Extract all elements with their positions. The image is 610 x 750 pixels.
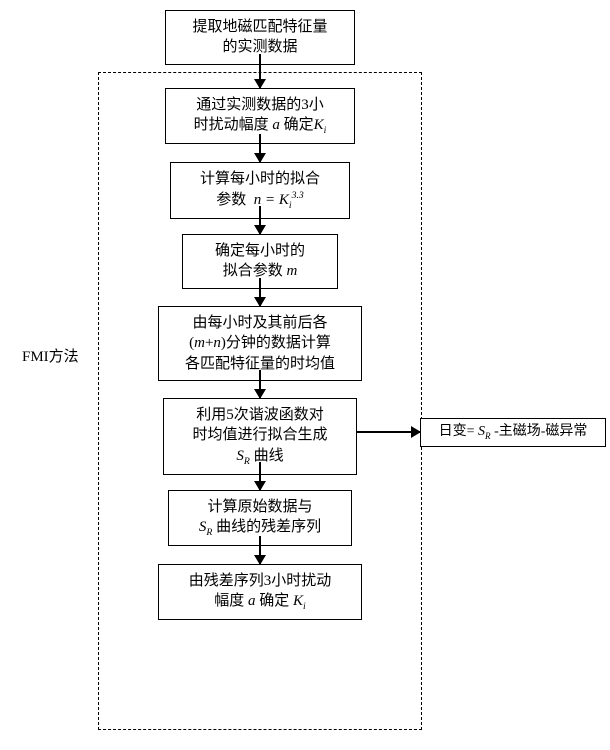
arrow-6-7 [259, 536, 261, 564]
box-label: 利用5次谐波函数对时均值进行拟合生成SR 曲线 [192, 407, 327, 464]
box-label: 计算原始数据与SR 曲线的残差序列 [199, 499, 321, 535]
box-label: 提取地磁匹配特征量的实测数据 [192, 19, 327, 55]
arrow-0-1 [259, 54, 261, 88]
box-label: 由残差序列3小时扰动幅度 a 确定 Ki [189, 573, 332, 609]
fmi-label: FMI方法 [22, 345, 79, 366]
arrow-1-2 [259, 134, 261, 162]
box-label: 日变= SR -主磁场-磁异常 [439, 424, 588, 439]
box-label: 计算每小时的拟合参数 n = Ki3.3 [200, 171, 320, 208]
arrow-2-3 [259, 206, 261, 234]
box-output-diurnal: 日变= SR -主磁场-磁异常 [420, 418, 606, 447]
box-label: 确定每小时的拟合参数 m [215, 243, 305, 279]
box-label: 通过实测数据的3小时扰动幅度 a 确定Ki [194, 97, 327, 133]
label-text: FMI方法 [22, 349, 79, 365]
box-label: 由每小时及其前后各(m+n)分钟的数据计算各匹配特征量的时均值 [185, 315, 335, 372]
arrow-5-6 [259, 462, 261, 490]
arrow-sr-to-output [357, 431, 420, 433]
arrow-4-5 [259, 370, 261, 398]
box-residual-ki: 由残差序列3小时扰动幅度 a 确定 Ki [158, 564, 362, 620]
arrow-3-4 [259, 278, 261, 306]
